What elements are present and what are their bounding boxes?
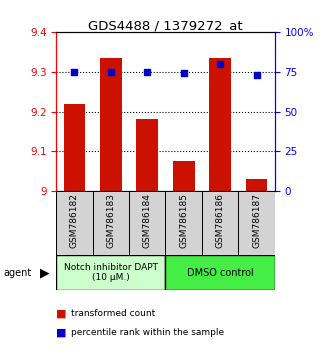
Bar: [64, 103, 85, 191]
Text: GDS4488 / 1379272_at: GDS4488 / 1379272_at: [88, 19, 243, 33]
Bar: [173, 161, 195, 191]
Bar: [209, 58, 231, 191]
Point: [181, 70, 186, 76]
Text: GSM786187: GSM786187: [252, 193, 261, 248]
Bar: [56, 191, 93, 255]
Text: Notch inhibitor DAPT
(10 μM.): Notch inhibitor DAPT (10 μM.): [64, 263, 158, 282]
Text: GSM786186: GSM786186: [215, 193, 225, 248]
Text: transformed count: transformed count: [71, 309, 156, 318]
Bar: [100, 58, 122, 191]
Text: GSM786185: GSM786185: [179, 193, 188, 248]
Point: [108, 69, 114, 74]
Text: GSM786183: GSM786183: [106, 193, 116, 248]
Text: ▶: ▶: [40, 266, 50, 279]
Point: [217, 61, 223, 67]
Text: DMSO control: DMSO control: [187, 268, 254, 278]
Bar: [202, 191, 238, 255]
Text: percentile rank within the sample: percentile rank within the sample: [71, 328, 224, 337]
Text: ■: ■: [56, 308, 67, 318]
Point: [72, 69, 77, 74]
Text: GSM786184: GSM786184: [143, 193, 152, 248]
Bar: [246, 179, 267, 191]
Text: agent: agent: [3, 268, 31, 278]
Bar: [166, 191, 202, 255]
Text: ■: ■: [56, 328, 67, 338]
Bar: [166, 255, 275, 290]
Point: [254, 72, 259, 78]
Text: GSM786182: GSM786182: [70, 193, 79, 248]
Point: [145, 69, 150, 74]
Bar: [129, 191, 166, 255]
Bar: [238, 191, 275, 255]
Bar: [56, 255, 166, 290]
Bar: [93, 191, 129, 255]
Bar: [136, 120, 158, 191]
